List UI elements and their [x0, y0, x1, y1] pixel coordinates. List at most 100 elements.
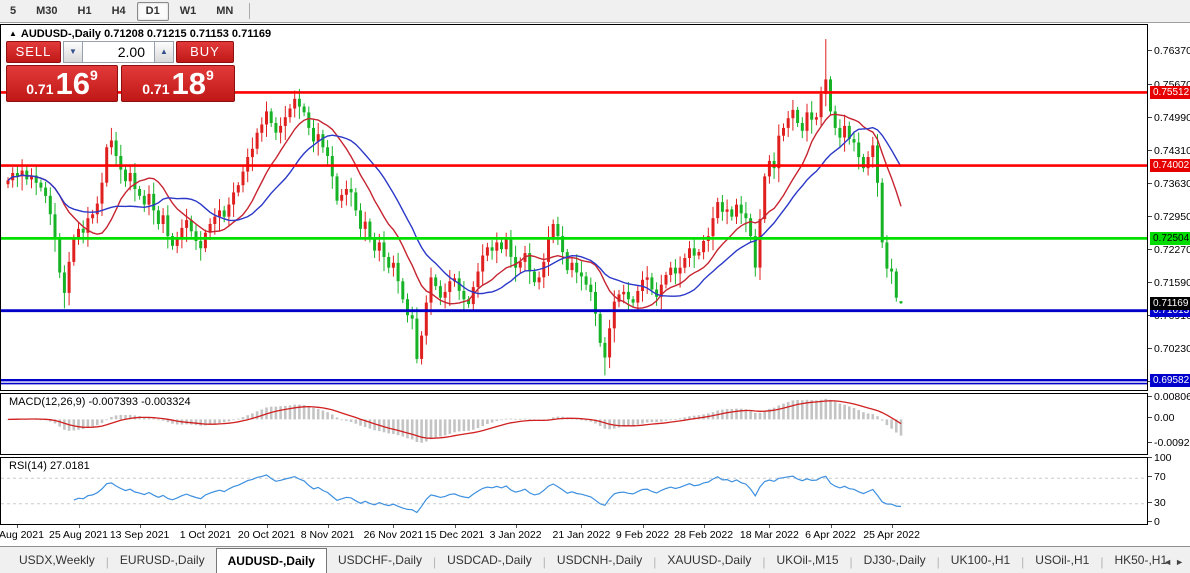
toolbar-separator: [249, 3, 251, 19]
price-axis: 0.76370 0.75670 0.74990 0.74310 0.73630 0.729…: [1148, 24, 1190, 545]
chart-title-ohlc: 0.71208 0.71215 0.71153 0.71169: [104, 28, 272, 40]
tab-separator: |: [542, 555, 546, 569]
axis-tick-mark: [1148, 476, 1152, 478]
axis-tick-mark: [1148, 49, 1152, 51]
axis-tick-mark: [1148, 215, 1152, 217]
sell-price-main: 16: [55, 66, 90, 101]
price-tick-label: 0.74310: [1148, 145, 1190, 157]
quantity-input[interactable]: 2.00: [83, 41, 154, 63]
timeframe-button-h4[interactable]: H4: [111, 4, 126, 17]
tab-item-usdcad-daily[interactable]: USDCAD-,Daily: [447, 553, 532, 567]
macd-axis-label: -0.009286: [1148, 437, 1190, 449]
date-label: 3 Jan 2022: [489, 529, 542, 541]
tab-item-ukoil-m15[interactable]: UKOil-,M15: [776, 553, 839, 567]
price-tick-label: 0.73630: [1148, 178, 1190, 190]
date-tick-mark: [515, 525, 517, 528]
trade-panel: SELL ▼ 2.00 ▲ BUY 0.71 16 9 0.71 18 9: [6, 41, 236, 102]
date-label: 8 Nov 2021: [300, 529, 355, 541]
date-tick-mark: [769, 525, 771, 528]
chevron-down-icon: ▼: [69, 47, 77, 56]
rsi-panel[interactable]: RSI(14) 27.0181: [0, 457, 1148, 525]
rsi-axis-label: 70: [1148, 471, 1166, 483]
date-tick-mark: [393, 525, 395, 528]
rsi-axis-label: 100: [1148, 452, 1172, 464]
timeframe-button-m30[interactable]: M30: [36, 4, 58, 17]
tab-item-eurusd-daily[interactable]: EURUSD-,Daily: [119, 553, 205, 567]
date-label: 18 Mar 2022: [739, 529, 799, 541]
macd-chart[interactable]: [1, 394, 1147, 454]
tab-scroll-left-button[interactable]: ◄: [1163, 557, 1176, 567]
date-label: 25 Aug 2021: [49, 529, 108, 541]
tab-separator: |: [936, 555, 940, 569]
tab-item-xauusd-daily[interactable]: XAUUSD-,Daily: [667, 553, 752, 567]
tab-item-dj30-daily[interactable]: DJ30-,Daily: [863, 553, 926, 567]
date-label: 20 Oct 2021: [237, 529, 296, 541]
tab-item-hk50-h1[interactable]: HK50-,H1: [1114, 553, 1168, 567]
timeframe-button-5[interactable]: 5: [10, 4, 17, 17]
sell-price-superscript: 9: [89, 67, 98, 83]
macd-axis-label: 0.00: [1148, 412, 1174, 424]
tab-separator: |: [432, 555, 437, 569]
buy-price-superscript: 9: [205, 67, 214, 83]
axis-tick-mark: [1148, 83, 1152, 85]
chart-title: ▲ AUDUSD-,Daily 0.71208 0.71215 0.71153 0…: [9, 28, 271, 40]
price-level-badge: 0.69582: [1150, 373, 1190, 387]
tab-item-usdx-weekly[interactable]: USDX,Weekly: [19, 553, 95, 567]
timeframe-button-mn[interactable]: MN: [216, 4, 234, 17]
tab-separator: |: [1021, 555, 1025, 569]
tab-separator: |: [1100, 555, 1104, 569]
tab-separator: |: [105, 555, 109, 569]
sell-price-display[interactable]: 0.71 16 9: [6, 65, 118, 102]
date-tick-mark: [17, 525, 19, 528]
sell-button[interactable]: SELL: [6, 41, 61, 63]
tab-item-uk100-h1[interactable]: UK100-,H1: [950, 553, 1011, 567]
quantity-increase-button[interactable]: ▲: [154, 41, 174, 63]
date-tick-mark: [642, 525, 644, 528]
macd-label: MACD(12,26,9) -0.007393 -0.003324: [9, 396, 191, 408]
date-tick-mark: [78, 525, 80, 528]
date-tick-mark: [205, 525, 207, 528]
trade-panel-row2: 0.71 16 9 0.71 18 9: [6, 65, 236, 102]
date-label: 26 Nov 2021: [363, 529, 424, 541]
timeframe-button-d1[interactable]: D1: [136, 1, 169, 21]
current-price-badge: 0.71169: [1150, 296, 1190, 310]
price-level-badge: 0.74002: [1150, 159, 1190, 173]
date-tick-mark: [266, 525, 268, 528]
tab-item-audusd-daily[interactable]: AUDUSD-,Daily: [215, 548, 327, 573]
tab-separator: |: [849, 555, 853, 569]
buy-button[interactable]: BUY: [176, 41, 234, 63]
date-tick-mark: [830, 525, 832, 528]
chevron-up-icon: ▲: [160, 47, 168, 56]
tab-item-usoil-h1[interactable]: USOil-,H1: [1035, 553, 1090, 567]
date-label: 25 Apr 2022: [863, 529, 920, 541]
axis-tick-mark: [1148, 441, 1152, 443]
price-level-badge: 0.75512: [1150, 85, 1190, 99]
buy-price-prefix: 0.71: [142, 81, 170, 97]
price-tick-label: 0.72270: [1148, 244, 1190, 256]
tab-item-usdcnh-daily[interactable]: USDCNH-,Daily: [556, 553, 643, 567]
price-tick-label: 0.72950: [1148, 211, 1190, 223]
buy-price-display[interactable]: 0.71 18 9: [121, 65, 235, 102]
date-tick-mark: [327, 525, 329, 528]
price-tick-label: 0.70230: [1148, 343, 1190, 355]
date-label: 28 Feb 2022: [674, 529, 734, 541]
axis-tick-mark: [1148, 149, 1152, 151]
macd-axis-label: 0.008061: [1148, 391, 1190, 403]
timeframe-button-w1[interactable]: W1: [179, 4, 197, 17]
tab-separator: |: [653, 555, 657, 569]
date-tick-mark: [139, 525, 141, 528]
price-tick-label: 0.71590: [1148, 277, 1190, 289]
macd-panel[interactable]: MACD(12,26,9) -0.007393 -0.003324: [0, 393, 1148, 455]
collapse-arrow-icon[interactable]: ▲: [9, 29, 17, 38]
candlestick-chart[interactable]: [1, 25, 1147, 390]
tab-scroll-right-button[interactable]: ►: [1175, 557, 1187, 567]
rsi-label: RSI(14) 27.0181: [9, 460, 90, 472]
date-tick-mark: [581, 525, 583, 528]
timeframe-button-h1[interactable]: H1: [77, 4, 92, 17]
rsi-chart[interactable]: [1, 458, 1147, 524]
quantity-decrease-button[interactable]: ▼: [63, 41, 83, 63]
tab-item-usdchf-daily[interactable]: USDCHF-,Daily: [337, 553, 422, 567]
trade-panel-row1: SELL ▼ 2.00 ▲ BUY: [6, 41, 236, 63]
